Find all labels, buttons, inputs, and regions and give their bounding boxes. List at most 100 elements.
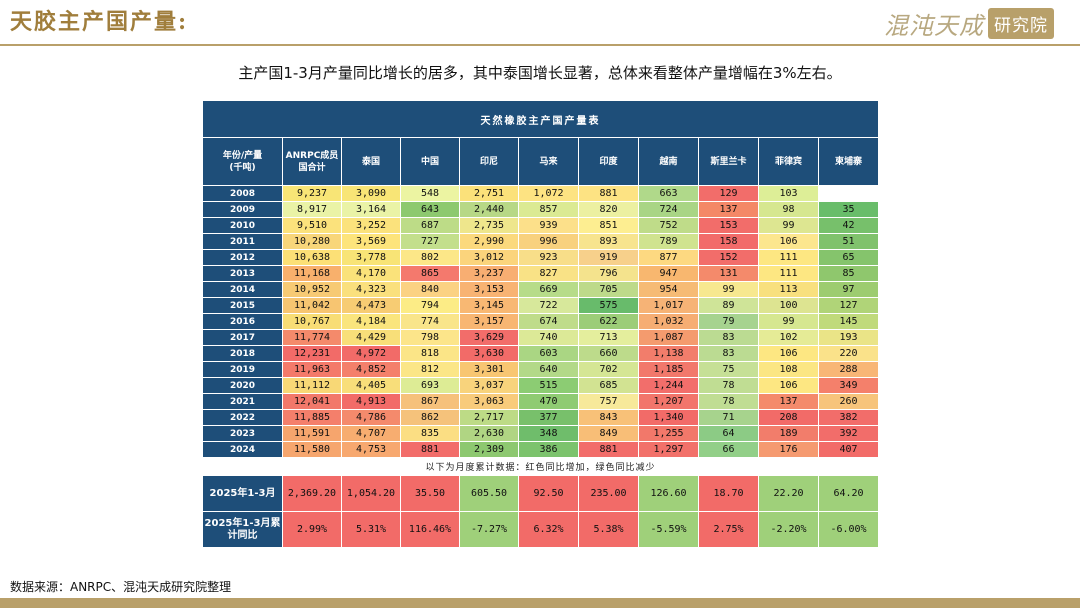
table-cell: 11,591 xyxy=(282,425,342,442)
production-table-container: 天然橡胶主产国产量表 年份/产量 (千吨) ANRPC成员国合计 泰国 中国 印尼 马来… xyxy=(202,100,879,548)
table-cell: 818 xyxy=(400,345,460,362)
table-cell: 42 xyxy=(818,217,879,234)
table-cell: 176 xyxy=(758,441,819,458)
table-row: 2020 11,112 4,405 693 3,037 515 685 1,244 78 106 3… xyxy=(202,377,879,394)
row-year: 2017 xyxy=(202,329,283,346)
column-header: 菲律宾 xyxy=(758,137,819,186)
table-cell: 515 xyxy=(518,377,579,394)
table-cell: 923 xyxy=(518,249,579,266)
table-cell: 794 xyxy=(400,297,460,314)
table-cell: 407 xyxy=(818,441,879,458)
table-cell: 1,017 xyxy=(638,297,699,314)
table-cell: 9,237 xyxy=(282,185,342,202)
table-cell: 8,917 xyxy=(282,201,342,218)
table-cell: 3,145 xyxy=(459,297,519,314)
table-cell: 3,778 xyxy=(341,249,401,266)
table-cell: 10,767 xyxy=(282,313,342,330)
column-header: 斯里兰卡 xyxy=(698,137,759,186)
table-cell: 1,255 xyxy=(638,425,699,442)
row-year: 2015 xyxy=(202,297,283,314)
row-year: 2011 xyxy=(202,233,283,250)
table-cell: 4,170 xyxy=(341,265,401,282)
table-cell: 4,753 xyxy=(341,441,401,458)
table-cell: 548 xyxy=(400,185,460,202)
summary-cell: 18.70 xyxy=(698,475,759,512)
table-cell: 392 xyxy=(818,425,879,442)
summary-cell: -6.00% xyxy=(818,511,879,548)
table-cell: 1,032 xyxy=(638,313,699,330)
table-cell: 774 xyxy=(400,313,460,330)
table-row: 2017 11,774 4,429 798 3,629 740 713 1,087 83 102 1… xyxy=(202,329,879,346)
table-cell: 106 xyxy=(758,377,819,394)
production-table: 天然橡胶主产国产量表 年份/产量 (千吨) ANRPC成员国合计 泰国 中国 印尼 马来… xyxy=(202,100,879,548)
table-cell: 51 xyxy=(818,233,879,250)
table-cell: 1,072 xyxy=(518,185,579,202)
table-cell: 4,972 xyxy=(341,345,401,362)
table-cell: 660 xyxy=(578,345,639,362)
table-cell: 79 xyxy=(698,313,759,330)
summary-label: 2025年1-3月 xyxy=(202,475,283,512)
table-cell: 4,429 xyxy=(341,329,401,346)
row-year: 2008 xyxy=(202,185,283,202)
table-cell: 575 xyxy=(578,297,639,314)
table-row: 2013 11,168 4,170 865 3,237 827 796 947 131 111 85 xyxy=(202,265,879,282)
table-cell: 10,952 xyxy=(282,281,342,298)
table-cell: 3,629 xyxy=(459,329,519,346)
data-source: 数据来源：ANRPC、混沌天成研究院整理 xyxy=(10,580,232,594)
table-cell: 137 xyxy=(698,201,759,218)
table-cell: 3,063 xyxy=(459,393,519,410)
summary-cell: 2.99% xyxy=(282,511,342,548)
table-cell: 757 xyxy=(578,393,639,410)
column-header: 泰国 xyxy=(341,137,401,186)
table-cell: 3,164 xyxy=(341,201,401,218)
table-cell: 893 xyxy=(578,233,639,250)
summary-cell: 2,369.20 xyxy=(282,475,342,512)
row-year: 2014 xyxy=(202,281,283,298)
summary-cell: 126.60 xyxy=(638,475,699,512)
table-cell: 11,580 xyxy=(282,441,342,458)
table-cell: 65 xyxy=(818,249,879,266)
table-cell: 643 xyxy=(400,201,460,218)
corner-header: 年份/产量 (千吨) xyxy=(202,137,283,186)
table-cell: 3,037 xyxy=(459,377,519,394)
table-cell: 193 xyxy=(818,329,879,346)
table-cell: 4,323 xyxy=(341,281,401,298)
table-cell: 4,913 xyxy=(341,393,401,410)
summary-cell: 116.46% xyxy=(400,511,460,548)
table-cell: 99 xyxy=(758,313,819,330)
table-cell: 11,774 xyxy=(282,329,342,346)
table-cell: 71 xyxy=(698,409,759,426)
summary-cell: -7.27% xyxy=(459,511,519,548)
row-year: 2013 xyxy=(202,265,283,282)
table-cell: 4,786 xyxy=(341,409,401,426)
summary-cell: 235.00 xyxy=(578,475,639,512)
table-cell: 812 xyxy=(400,361,460,378)
table-cell: 11,168 xyxy=(282,265,342,282)
table-cell: 106 xyxy=(758,233,819,250)
table-cell: 106 xyxy=(758,345,819,362)
table-cell: 83 xyxy=(698,329,759,346)
column-header: 马来 xyxy=(518,137,579,186)
table-cell: 840 xyxy=(400,281,460,298)
summary-cell: 6.32% xyxy=(518,511,579,548)
table-cell: 64 xyxy=(698,425,759,442)
table-cell: 622 xyxy=(578,313,639,330)
table-row: 2008 9,237 3,090 548 2,751 1,072 881 663 129 103 xyxy=(202,185,879,202)
table-cell: 1,185 xyxy=(638,361,699,378)
table-row: 2010 9,510 3,252 687 2,735 939 851 752 153 99 42 xyxy=(202,217,879,234)
table-cell: 1,087 xyxy=(638,329,699,346)
row-year: 2012 xyxy=(202,249,283,266)
row-year: 2016 xyxy=(202,313,283,330)
summary-cell: 35.50 xyxy=(400,475,460,512)
summary-cell: -5.59% xyxy=(638,511,699,548)
table-cell: 2,735 xyxy=(459,217,519,234)
table-cell: 4,473 xyxy=(341,297,401,314)
table-cell: 687 xyxy=(400,217,460,234)
table-cell: 1,244 xyxy=(638,377,699,394)
table-cell: 3,157 xyxy=(459,313,519,330)
table-cell: 348 xyxy=(518,425,579,442)
summary-cell: 64.20 xyxy=(818,475,879,512)
note-row: 以下为月度累计数据：红色同比增加，绿色同比减少 xyxy=(202,457,879,476)
table-cell: 12,231 xyxy=(282,345,342,362)
table-cell: 11,112 xyxy=(282,377,342,394)
